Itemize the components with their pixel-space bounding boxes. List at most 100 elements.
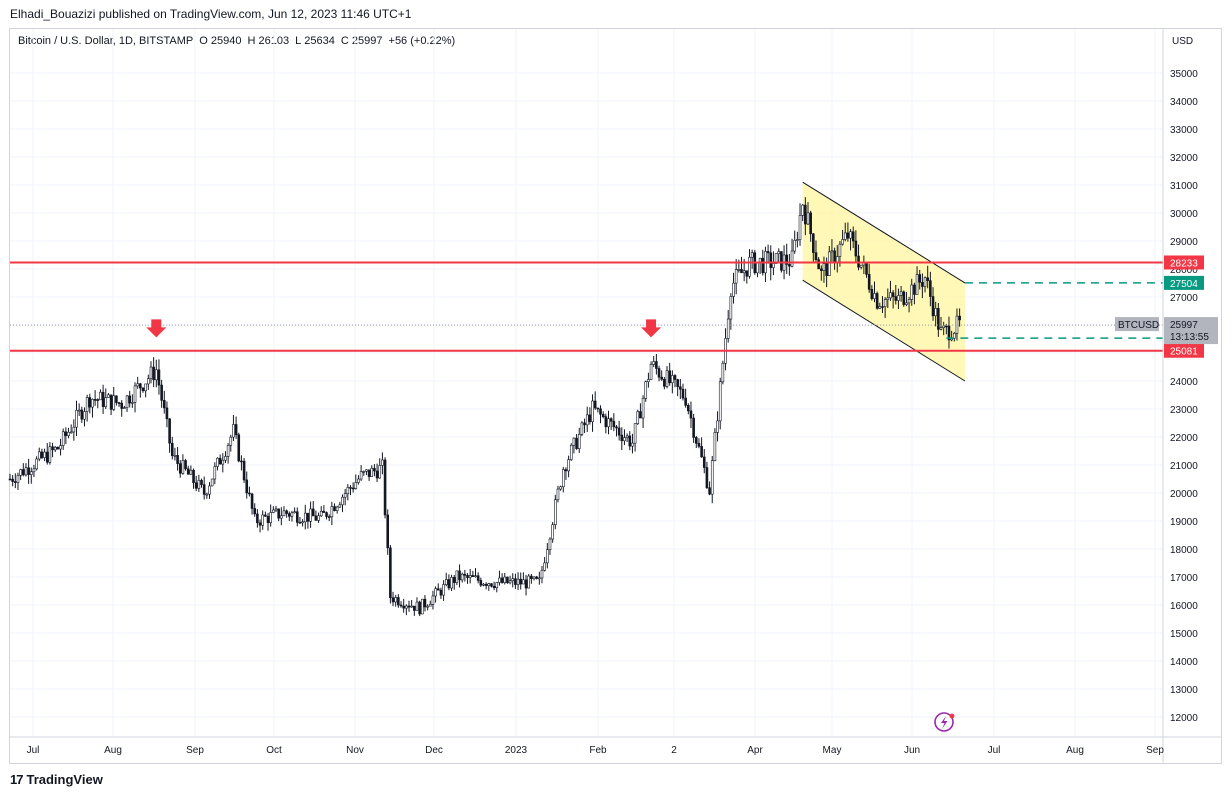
candle-body	[729, 296, 733, 320]
candle-body	[721, 362, 725, 383]
candle-body	[45, 451, 49, 463]
candle-body	[72, 426, 76, 433]
candle-body	[29, 471, 33, 475]
candle-body	[410, 605, 413, 608]
candle-body	[335, 506, 339, 511]
candle-body	[631, 442, 634, 447]
candle-body	[367, 469, 371, 477]
candle-body	[955, 315, 959, 334]
time-label: Sep	[186, 745, 204, 756]
candle-body	[157, 369, 161, 386]
candle-body	[474, 575, 477, 577]
candle-body	[538, 577, 541, 580]
candle-body	[202, 484, 206, 495]
candle-body	[282, 510, 286, 517]
candle-body	[684, 397, 687, 406]
candle-body	[819, 268, 823, 271]
candle-body	[351, 487, 355, 490]
candle-body	[591, 400, 594, 423]
candle-body	[197, 479, 201, 489]
candle-body	[389, 547, 392, 599]
candle-body	[370, 467, 374, 477]
tradingview-brand[interactable]: 17 TradingView	[10, 772, 103, 787]
candle-body	[61, 431, 65, 446]
candle-body	[439, 589, 443, 596]
grid-lines	[10, 29, 1162, 736]
candle-body	[942, 325, 945, 328]
time-label: Aug	[1066, 745, 1084, 756]
price-tick: 33000	[1170, 125, 1198, 136]
candles	[8, 197, 961, 617]
candle-body	[442, 584, 445, 596]
candle-body	[349, 487, 352, 489]
candle-body	[311, 508, 315, 517]
candle-body	[484, 583, 488, 586]
candle-body	[625, 435, 629, 438]
time-label: Apr	[747, 745, 763, 756]
candle-body	[886, 297, 890, 300]
candle-body	[506, 576, 509, 584]
candle-body	[822, 263, 826, 271]
candle-body	[80, 409, 84, 420]
candle-body	[173, 455, 177, 457]
candle-body	[476, 575, 480, 581]
candle-body	[514, 578, 517, 585]
candle-body	[617, 427, 621, 436]
candle-body	[450, 577, 453, 589]
price-tick: 24000	[1170, 377, 1198, 388]
candle-body	[147, 378, 150, 385]
candle-body	[48, 446, 52, 463]
candle-body	[141, 387, 145, 392]
chart-frame	[9, 28, 1222, 764]
candle-body	[697, 442, 701, 447]
candle-body	[702, 456, 706, 468]
candle-body	[772, 263, 775, 268]
candle-body	[458, 570, 461, 581]
candle-body	[878, 306, 882, 309]
symbol-description[interactable]: Bitcoin / U.S. Dollar, 1D, BITSTAMP	[18, 35, 194, 47]
candle-body	[875, 293, 879, 309]
candle-body	[170, 442, 174, 456]
candle-body	[567, 459, 570, 472]
candle-body	[801, 204, 804, 216]
time-label: Dec	[425, 745, 443, 756]
candle-body	[577, 434, 581, 449]
candle-body	[543, 562, 546, 571]
lightning-icon[interactable]	[934, 712, 955, 732]
candle-body	[817, 259, 820, 270]
candle-body	[647, 379, 650, 382]
price-tick: 13000	[1170, 685, 1198, 696]
candle-body	[511, 578, 515, 582]
candle-body	[843, 232, 847, 240]
candle-body	[330, 506, 334, 518]
low-label: L	[295, 35, 302, 47]
candle-body	[623, 437, 626, 442]
candle-body	[53, 446, 57, 451]
candle-body	[88, 397, 92, 408]
candle-body	[921, 282, 924, 287]
candle-body	[43, 451, 46, 458]
candle-body	[176, 455, 179, 464]
target-badge-bg	[1164, 275, 1204, 290]
candle-body	[958, 315, 961, 321]
candle-body	[788, 264, 791, 267]
currency-label: USD	[1172, 36, 1193, 47]
candle-body	[468, 575, 472, 578]
candle-body	[99, 391, 102, 401]
time-label: Oct	[266, 745, 282, 756]
candle-body	[327, 516, 331, 518]
time-label: May	[823, 745, 842, 756]
close-value: 25997	[351, 35, 383, 47]
candle-body	[314, 515, 318, 521]
candle-body	[535, 576, 538, 579]
candle-body	[397, 597, 400, 606]
candle-body	[859, 264, 863, 268]
candle-body	[269, 512, 272, 524]
candle-body	[394, 597, 398, 603]
candle-body	[931, 296, 935, 317]
candle-body	[777, 251, 781, 254]
candle-body	[375, 470, 379, 479]
candle-body	[553, 499, 557, 525]
time-label: 2	[671, 745, 677, 756]
